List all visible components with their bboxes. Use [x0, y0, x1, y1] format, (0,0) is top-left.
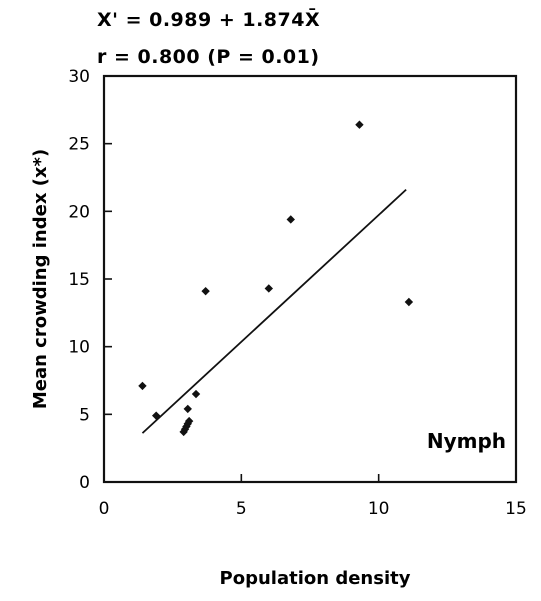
data-point [183, 404, 192, 414]
y-tick-label: 30 [68, 67, 90, 87]
y-axis-ticks: 0 5 10 15 20 25 30 [68, 67, 112, 493]
data-point [184, 416, 194, 426]
y-tick-label: 0 [79, 473, 90, 493]
y-tick-label: 5 [79, 405, 90, 425]
data-point [138, 381, 147, 391]
x-axis-ticks: 0 5 10 15 [99, 474, 527, 519]
y-tick-label: 20 [68, 202, 90, 222]
x-tick-label: 15 [505, 499, 527, 519]
y-axis-label: Mean crowding index (x*) [30, 149, 51, 409]
x-tick-label: 5 [236, 499, 247, 519]
y-tick-label: 10 [68, 338, 90, 358]
regression-line [141, 188, 407, 434]
x-axis-label: Population density [220, 568, 411, 589]
regression-equation: X' = 0.989 + 1.874X̄ [97, 8, 320, 31]
data-point [191, 389, 201, 399]
data-point [355, 120, 364, 129]
series-annotation: Nymph [427, 429, 506, 453]
data-points [138, 120, 414, 437]
x-tick-label: 0 [99, 499, 110, 519]
data-point [404, 297, 414, 307]
y-tick-label: 25 [68, 135, 90, 155]
correlation-statement: r = 0.800 (P = 0.01) [97, 46, 320, 68]
x-tick-label: 10 [368, 499, 390, 519]
data-point [286, 215, 295, 224]
data-point [264, 284, 273, 293]
y-tick-label: 15 [68, 270, 90, 290]
data-point [201, 286, 210, 296]
data-point [151, 411, 161, 420]
